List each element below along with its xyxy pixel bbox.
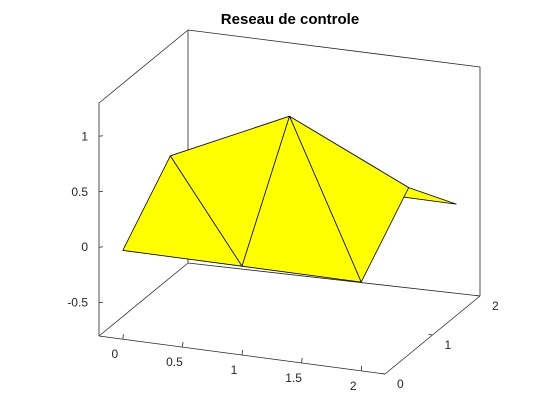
z-tick-mark: [98, 246, 104, 248]
x-tick-label: 1: [231, 363, 238, 377]
back-left-top-edge: [98, 29, 189, 104]
z-tick-mark: [98, 135, 104, 137]
x-tick-mark: [122, 334, 124, 340]
y-tick-mark: [475, 295, 481, 297]
z-tick-mark: [98, 190, 104, 193]
y-tick-label: 1: [445, 338, 452, 352]
x-tick-label: 0: [111, 347, 118, 361]
y-tick-label: 2: [492, 299, 499, 313]
y-tick-label: 0: [397, 377, 404, 391]
back-top-edge: [187, 29, 481, 68]
y-tick-mark: [380, 373, 386, 375]
x-tick-mark: [182, 342, 184, 348]
axis-ticks: -0.5 0 0.5 1 0 0.5 1 1.5 2 0 1 2: [67, 129, 499, 393]
x-tick-label: 1.5: [285, 371, 302, 385]
chart-title: Reseau de controle: [221, 11, 359, 28]
z-tick-label: 0.5: [71, 185, 88, 199]
z-tick-label: 0: [81, 240, 88, 254]
z-tick-mark: [98, 301, 104, 304]
axes-box: [98, 29, 481, 375]
x-tick-label: 0.5: [166, 355, 183, 369]
floor-left-edge: [98, 262, 189, 337]
surface-facets: [122, 115, 457, 283]
back-bottom-edge: [187, 262, 481, 297]
surface-facet: [241, 115, 362, 283]
z-tick-label: 1: [81, 129, 88, 143]
y-tick-mark: [428, 334, 433, 336]
x-tick-label: 2: [350, 379, 357, 393]
x-tick-mark: [360, 365, 363, 371]
z-tick-label: -0.5: [67, 296, 88, 310]
x-tick-mark: [241, 349, 243, 356]
x-tick-mark: [301, 357, 303, 363]
surface-facet: [122, 155, 243, 267]
